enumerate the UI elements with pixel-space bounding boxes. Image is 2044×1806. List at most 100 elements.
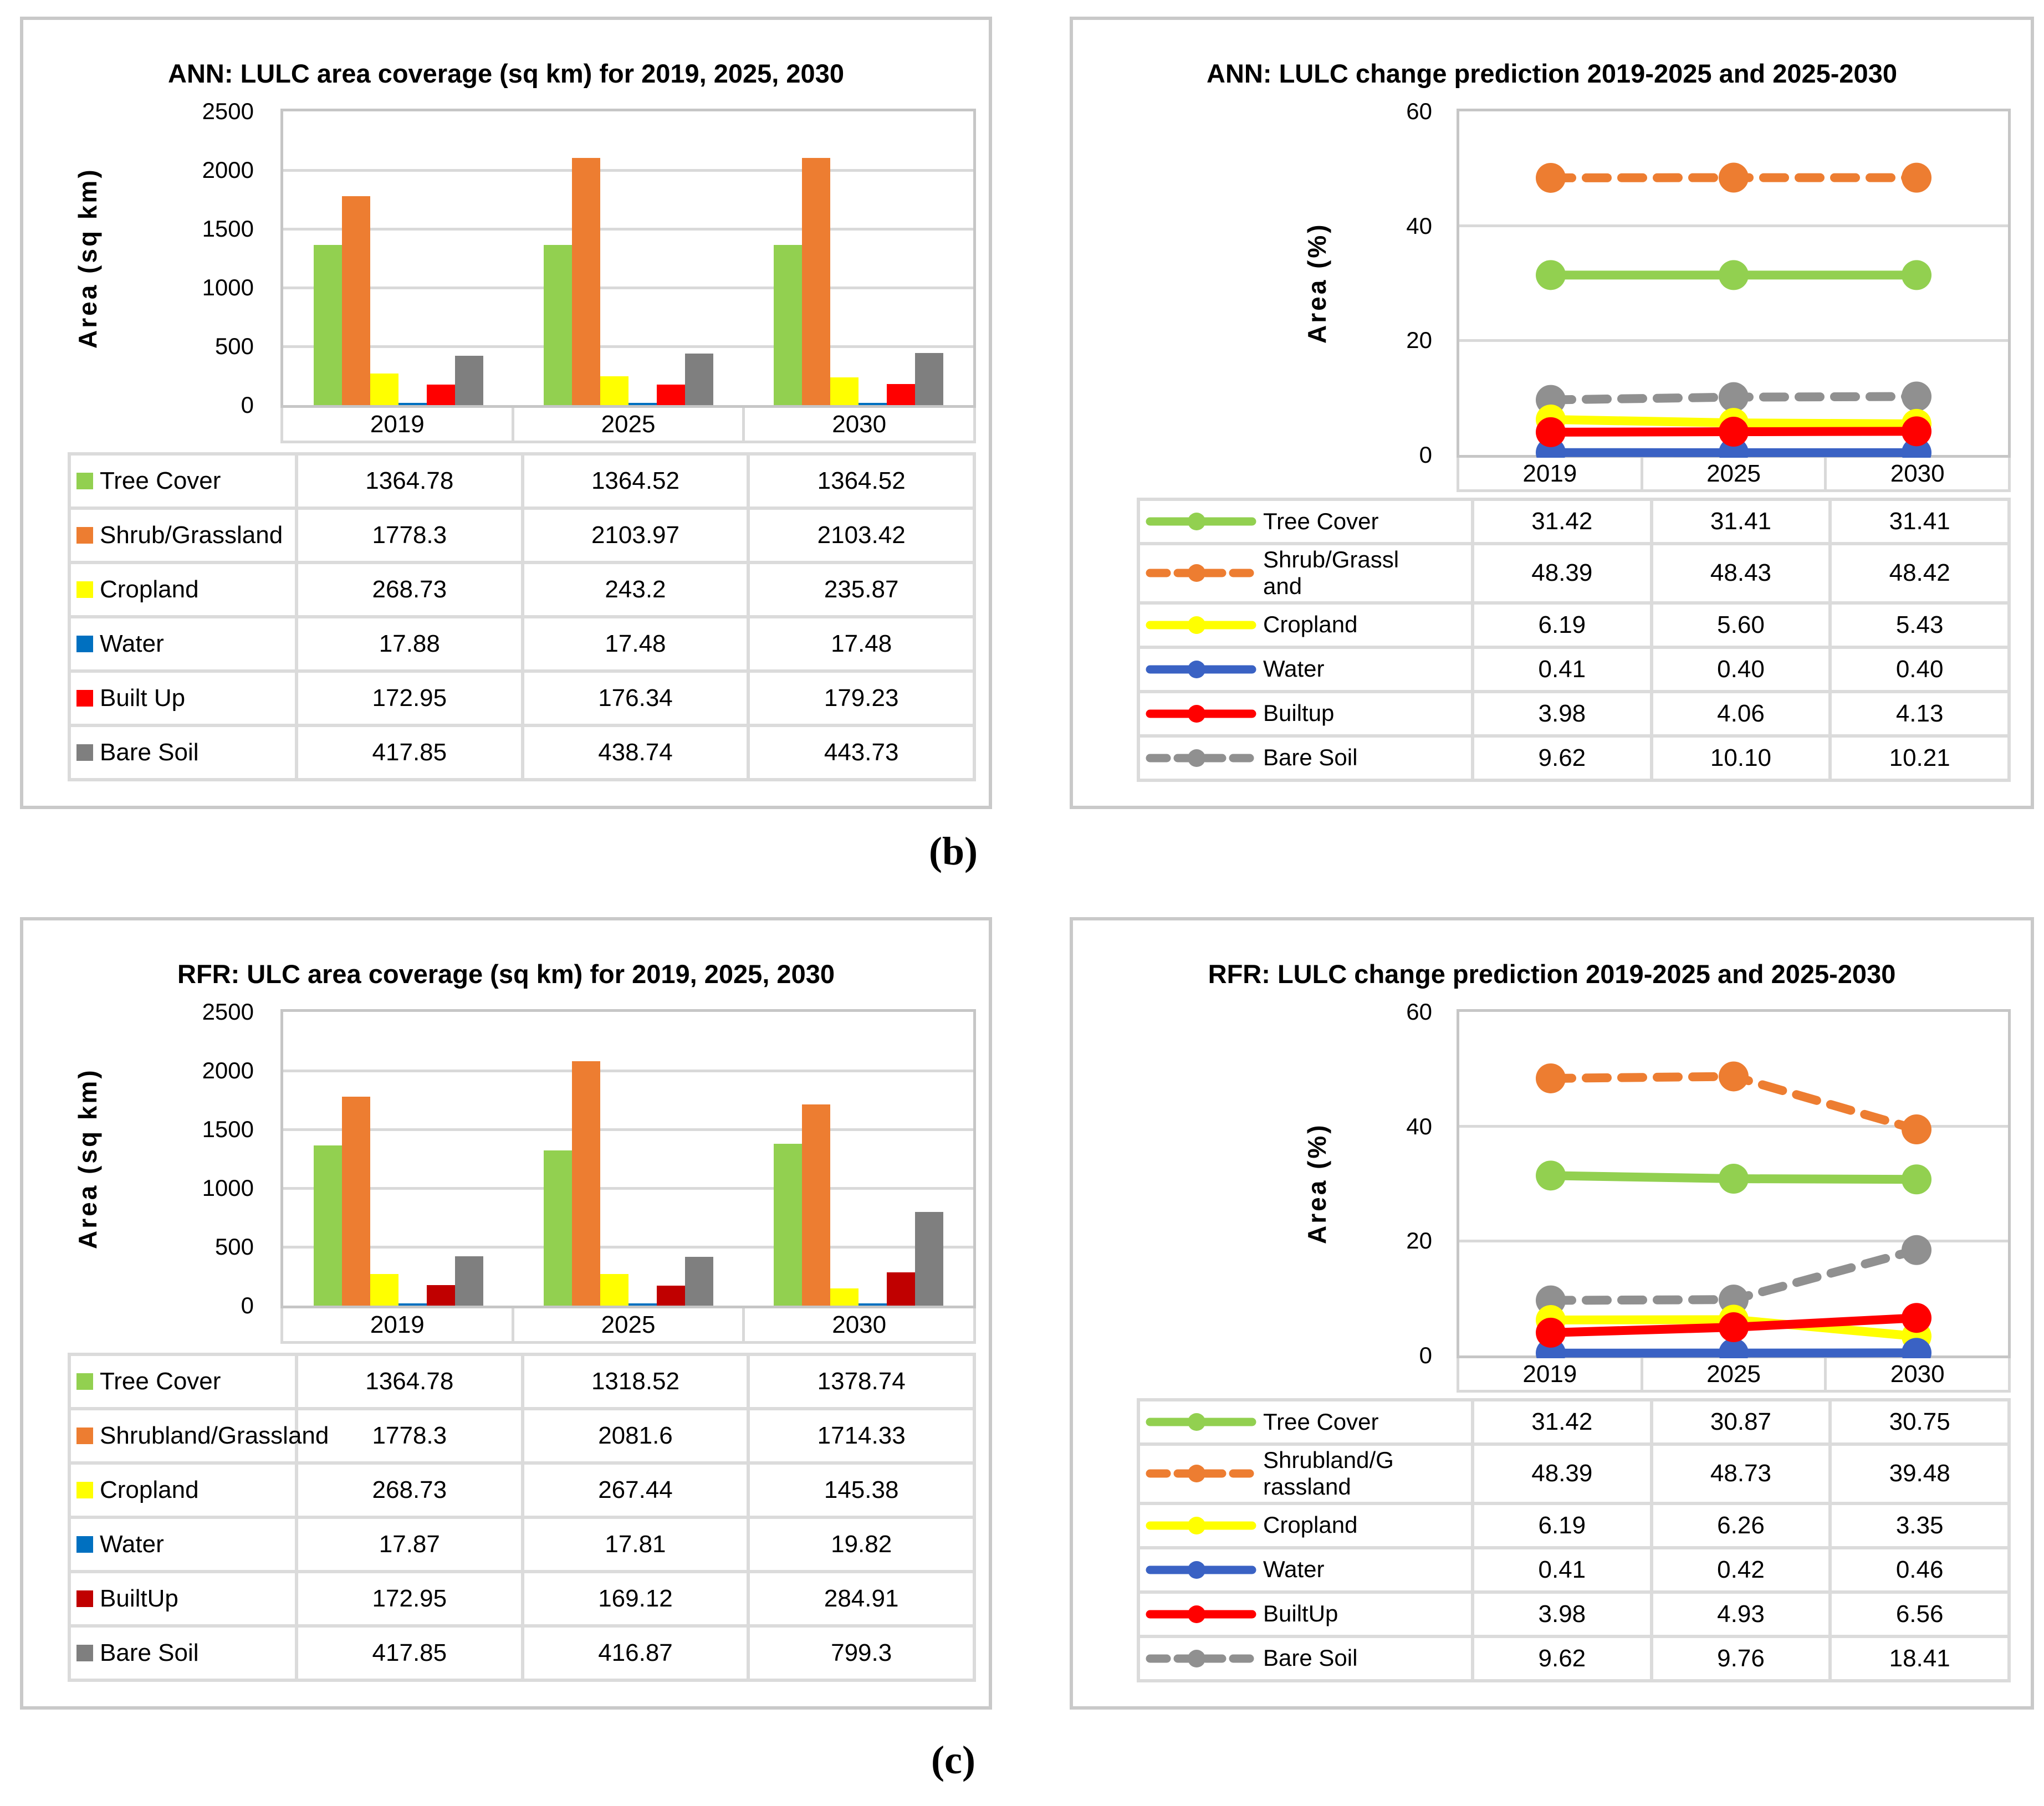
value-cell: 243.2 — [520, 561, 750, 618]
legend-line-glyph-icon — [1146, 616, 1256, 634]
bar-tree-cover — [543, 1150, 572, 1306]
bar-tree-cover — [773, 1143, 802, 1306]
y-tick-label: 500 — [214, 1234, 254, 1260]
table-row-shrub-grassland: Shrub/Grassland 1778.3 2103.97 2103.42 — [68, 507, 976, 564]
value-cell: 1364.52 — [520, 452, 750, 510]
bar-bare-soil — [914, 1211, 943, 1306]
legend-line-glyph-icon — [1146, 1413, 1256, 1431]
legend-cell: Tree Cover — [1137, 1398, 1474, 1446]
value-cell: 799.3 — [747, 1624, 976, 1682]
series-marker-tree-cover — [1719, 1164, 1749, 1194]
value-cell: 1778.3 — [295, 507, 524, 564]
data-table: Tree Cover 31.42 30.87 30.75 Shrubland/Grass… — [1137, 1398, 2011, 1682]
bar-built-up — [656, 384, 685, 405]
gridline — [1459, 1239, 2008, 1242]
panel-rfr-area-bar-chart: RFR: ULC area coverage (sq km) for 2019,… — [20, 917, 992, 1710]
bar-water — [398, 1303, 427, 1306]
series-label: Tree Cover — [1263, 1408, 1379, 1435]
gridline — [283, 1186, 973, 1190]
value-cell: 5.60 — [1649, 601, 1832, 649]
bar-group-2030 — [743, 1012, 973, 1306]
y-tick-label: 20 — [1406, 327, 1432, 354]
data-table: Tree Cover 31.42 31.41 31.41 Shrub/Grassland… — [1137, 498, 2011, 782]
legend-marker — [1188, 616, 1205, 634]
panel-ann-area-bar-chart: ANN: LULC area coverage (sq km) for 2019… — [20, 17, 992, 809]
value-cell: 443.73 — [747, 724, 976, 781]
series-marker-builtup — [1719, 417, 1749, 447]
chart-title: RFR: ULC area coverage (sq km) for 2019,… — [177, 959, 835, 989]
value-cell: 172.95 — [295, 1570, 524, 1628]
value-cell: 1778.3 — [295, 1407, 524, 1465]
bar-cropland — [370, 374, 398, 405]
legend-entry: Water — [76, 630, 289, 658]
value-cell: 0.40 — [1828, 645, 2011, 693]
year-cell-2019: 2019 — [370, 1311, 425, 1338]
table-row-bare-soil: Bare Soil 9.62 10.10 10.21 — [1137, 734, 2011, 782]
legend-cell: Builtup — [1137, 689, 1474, 738]
bar-group-2025 — [513, 1012, 743, 1306]
y-tick-label: 2000 — [202, 157, 254, 183]
series-label: Shrub/Grassland — [1263, 546, 1399, 600]
series-label: Tree Cover — [100, 467, 221, 494]
legend-swatch-icon — [76, 1373, 93, 1390]
bar-bare-soil — [684, 354, 713, 405]
legend-marker — [1188, 704, 1205, 723]
legend-entry: BuiltUp — [76, 1585, 289, 1613]
value-cell: 1378.74 — [747, 1353, 976, 1410]
legend-cell: Shrub/Grassland — [1137, 542, 1474, 605]
legend-cell: Bare Soil — [68, 1624, 298, 1682]
value-cell: 2103.97 — [520, 507, 750, 564]
series-marker-builtup — [1902, 416, 1931, 447]
bar-groups — [283, 111, 973, 405]
legend-swatch-icon — [76, 636, 93, 652]
legend-marker — [1188, 1516, 1205, 1534]
series-label: Bare Soil — [100, 739, 199, 766]
legend-cell: Tree Cover — [68, 1353, 298, 1410]
series-marker-builtup — [1536, 417, 1566, 447]
legend-cell: BuiltUp — [68, 1570, 298, 1628]
bar-cropland — [830, 377, 859, 405]
legend-cell: Tree Cover — [68, 452, 298, 510]
y-tick-label: 0 — [1419, 442, 1432, 468]
legend-marker — [1188, 1605, 1205, 1623]
bar-water — [858, 403, 887, 405]
legend-entry: Shrubland/Grassland — [76, 1422, 329, 1450]
table-row-cropland: Cropland 6.19 5.60 5.43 — [1137, 601, 2011, 649]
series-marker-bare-soil — [1902, 381, 1931, 412]
series-label: Water — [1263, 1556, 1325, 1583]
series-marker-tree-cover — [1719, 260, 1749, 290]
gridline — [283, 286, 973, 289]
value-cell: 9.76 — [1649, 1634, 1832, 1682]
y-tick-label: 0 — [241, 392, 254, 418]
legend-marker — [1188, 660, 1205, 678]
series-label: Shrubland/Grassland — [100, 1422, 329, 1449]
gridline — [1459, 224, 2008, 228]
bar-shrub-grassland — [341, 196, 370, 405]
table-row-built-up: Built Up 172.95 176.34 179.23 — [68, 669, 976, 727]
table-row-bare-soil: Bare Soil 417.85 416.87 799.3 — [68, 1624, 976, 1682]
y-axis-ticks: 2500 2000 1500 1000 500 0 — [106, 999, 267, 1318]
table-row-bare-soil: Bare Soil 9.62 9.76 18.41 — [1137, 1634, 2011, 1682]
series-marker-builtup — [1902, 1303, 1931, 1333]
bar-built-up — [426, 385, 455, 405]
year-cell-2030: 2030 — [742, 408, 973, 441]
series-marker-builtup — [1536, 1317, 1566, 1348]
value-cell: 48.43 — [1649, 542, 1832, 605]
legend-marker — [1188, 512, 1205, 530]
legend-swatch-icon — [76, 1536, 93, 1553]
value-cell: 1318.52 — [520, 1353, 750, 1410]
table-row-shrub-grassland: Shrub/Grassland 48.39 48.43 48.42 — [1137, 542, 2011, 605]
value-cell: 5.43 — [1828, 601, 2011, 649]
legend-marker — [1188, 1561, 1205, 1579]
legend-swatch-icon — [76, 1645, 93, 1661]
legend-cell: Cropland — [68, 561, 298, 618]
legend-entry: Cropland — [1146, 1512, 1465, 1538]
bar-cropland — [600, 1274, 628, 1306]
gridline — [283, 345, 973, 348]
legend-entry: Cropland — [1146, 611, 1465, 638]
bar-water — [398, 403, 427, 405]
value-cell: 1364.52 — [747, 452, 976, 510]
bar-water — [858, 1303, 887, 1306]
y-tick-label: 2500 — [202, 999, 254, 1025]
